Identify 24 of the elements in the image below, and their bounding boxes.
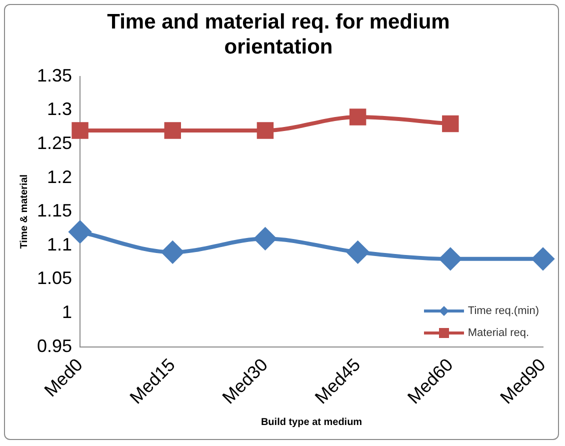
y-tick-label: 1.05: [36, 268, 72, 288]
y-tick-label: 1.2: [47, 166, 72, 187]
point: [72, 122, 88, 139]
point: [532, 248, 554, 270]
y-tick-label: 1: [62, 302, 72, 322]
point: [346, 241, 369, 264]
y-tick-label: 1.3: [47, 99, 72, 120]
y-axis-title: Time & material: [18, 174, 30, 249]
y-tick-label: 0.95: [36, 336, 72, 356]
point: [439, 248, 462, 270]
legend-label: Time req.(min): [468, 304, 539, 317]
x-axis-title: Build type at medium: [260, 416, 362, 428]
y-tick-label: 1.25: [36, 132, 72, 153]
point: [349, 108, 366, 126]
point: [254, 228, 276, 250]
point: [442, 115, 459, 132]
y-tick-label: 1.35: [36, 65, 72, 86]
point: [164, 122, 181, 139]
legend-label: Material req.: [468, 326, 530, 339]
y-tick-label: 1.1: [47, 234, 72, 254]
chart-title: Time and material req. for medium orientation: [107, 10, 450, 59]
y-tick-label: 1.15: [36, 200, 72, 221]
point: [162, 241, 184, 264]
point: [256, 122, 274, 139]
